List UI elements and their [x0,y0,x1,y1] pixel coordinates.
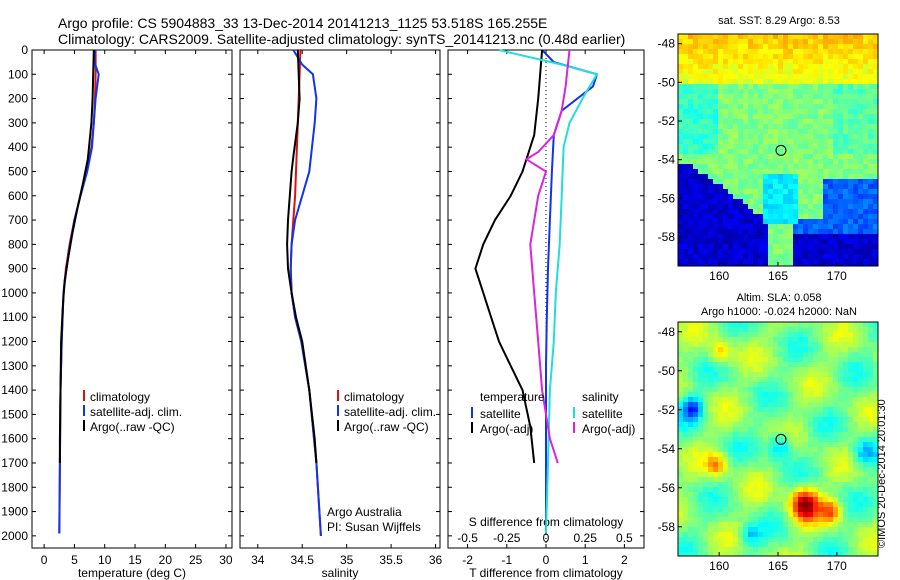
ytick-label: 200 [8,92,28,106]
sst-map-field [678,34,878,266]
sst-map-ytick-label: -52 [658,114,676,128]
sst-map-ytick-label: -48 [658,37,676,51]
ytick-label: 1900 [1,505,28,519]
difference-top-tick-label: 0.5 [616,531,633,545]
salinity-xtick-label: 36 [429,553,443,567]
sla-map-xtick-label: 165 [768,559,788,573]
difference-top-tick-label: 0 [543,531,550,545]
ytick-label: 1600 [1,432,28,446]
temperature-legend-label: Argo(..raw -QC) [90,420,175,434]
salinity-annotation: PI: Susan Wijffels [327,520,421,534]
sst-map-xtick-label: 165 [768,269,788,283]
ytick-label: 800 [8,237,28,251]
ytick-label: 500 [8,164,28,178]
ytick-label: 100 [8,67,28,81]
sst-map-argo-marker [775,144,787,156]
difference-xtick-label: -2 [462,553,473,567]
ytick-label: 1300 [1,359,28,373]
difference-xtick-label: 1 [582,553,589,567]
difference-legend-group: temperature [480,390,545,404]
sla-map-xtick-label: 160 [709,559,729,573]
sla-map-ytick-label: -54 [658,442,676,456]
difference-xlabel: T difference from climatology [469,566,623,580]
sla-map-field [678,322,878,556]
sla-map-argo-marker [775,433,787,445]
difference-series-1 [474,49,544,464]
sst-map-title: sat. SST: 8.29 Argo: 8.53 [718,15,840,27]
temperature-frame [31,49,233,549]
ytick-label: 1200 [1,335,28,349]
difference-legend-group: salinity [582,390,619,404]
sla-map-ytick-label: -50 [658,364,676,378]
salinity-annotation: Argo Australia [327,505,402,519]
difference-top-tick-label: -0.5 [457,531,478,545]
temperature-xtick-label: 10 [98,553,112,567]
temperature-xtick-label: 5 [71,553,78,567]
temperature-xtick-label: 0 [41,553,48,567]
sla-map-title-line1: Altim. SLA: 0.058 [736,292,822,304]
salinity-series-2 [286,49,318,464]
ytick-label: 1100 [2,310,28,324]
difference-legend-label: Argo(-adj) [582,422,635,436]
temperature-xtick-label: 20 [159,553,173,567]
sla-map-ytick-label: -52 [658,403,676,417]
salinity-legend-label: satellite-adj. clim. [344,405,436,419]
ytick-label: 700 [8,213,28,227]
ytick-label: 900 [8,262,28,276]
temperature-xtick-label: 25 [189,553,203,567]
temperature-legend-label: satellite-adj. clim. [90,405,182,419]
difference-top-tick-label: -0.25 [493,531,521,545]
difference-legend-label: satellite [480,407,521,421]
ytick-label: 400 [8,140,28,154]
sst-map-ytick-label: -50 [658,75,676,89]
sla-map-ytick-label: -48 [658,325,676,339]
salinity-legend-label: Argo(..raw -QC) [344,420,429,434]
sst-map-ytick-label: -58 [658,230,676,244]
sst-map-xtick-label: 170 [827,269,847,283]
header-line2: Climatology: CARS2009. Satellite-adjuste… [58,31,626,47]
ytick-label: 1800 [1,480,28,494]
difference-xtick-label: 0 [543,553,550,567]
difference-legend-label: satellite [582,407,623,421]
ytick-label: 1500 [1,407,28,421]
sst-map-ytick-label: -56 [658,191,676,205]
sla-map-title-line2: Argo h1000: -0.024 h2000: NaN [701,306,857,318]
ytick-label: 0 [21,43,28,57]
salinity-xtick-label: 35 [340,553,354,567]
salinity-legend-label: climatology [344,390,404,404]
sla-map-ytick-label: -58 [658,520,676,534]
sst-map-ytick-label: -54 [658,153,676,167]
ytick-label: 1000 [1,286,28,300]
ytick-label: 1700 [1,456,28,470]
salinity-xlabel: salinity [322,566,359,580]
difference-xtick-label: -1 [501,553,512,567]
ytick-label: 1400 [1,383,28,397]
header-line1: Argo profile: CS 5904883_33 13-Dec-2014 … [58,15,548,31]
temperature-series-2 [58,49,95,463]
salinity-xtick-label: 34 [251,553,265,567]
difference-series-2 [498,49,599,534]
temperature-xtick-label: 30 [219,553,233,567]
sla-map-ytick-label: -56 [658,481,676,495]
salinity-xtick-label: 34.5 [291,553,315,567]
difference-top-tick-label: 0.25 [574,531,598,545]
temperature-legend-label: climatology [90,390,150,404]
salinity-frame [239,49,441,549]
salinity-xtick-label: 35.5 [379,553,403,567]
temperature-xtick-label: 15 [128,553,142,567]
difference-legend-label: Argo(-adj) [480,422,533,436]
difference-series-3 [524,49,571,464]
sla-map-xtick-label: 170 [827,559,847,573]
ytick-label: 600 [8,189,28,203]
sst-map-xtick-label: 160 [709,269,729,283]
ytick-label: 2000 [1,529,28,543]
temperature-xlabel: temperature (deg C) [78,566,186,580]
ytick-label: 300 [8,116,28,130]
difference-xtick-label: 2 [621,553,628,567]
